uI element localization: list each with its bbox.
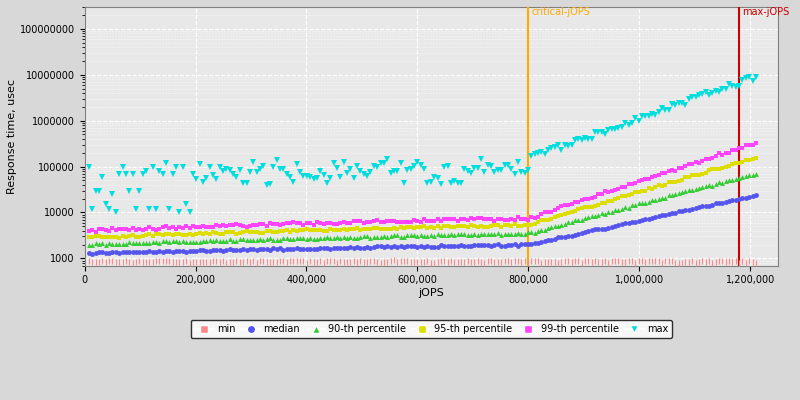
Text: critical-jOPS: critical-jOPS bbox=[531, 7, 590, 17]
Text: max-jOPS: max-jOPS bbox=[742, 7, 790, 17]
Y-axis label: Response time, usec: Response time, usec bbox=[7, 79, 17, 194]
Legend: min, median, 90-th percentile, 95-th percentile, 99-th percentile, max: min, median, 90-th percentile, 95-th per… bbox=[190, 320, 672, 338]
X-axis label: jOPS: jOPS bbox=[418, 288, 444, 298]
